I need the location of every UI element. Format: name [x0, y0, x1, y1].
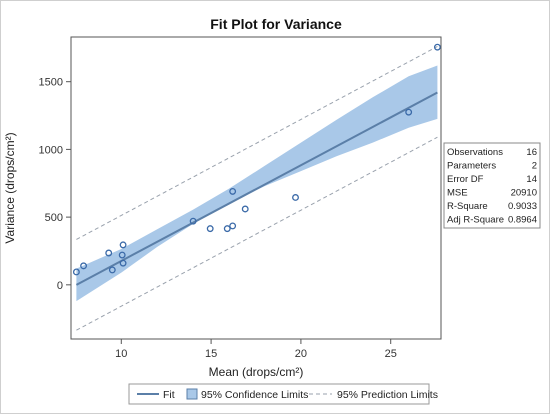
data-point — [80, 262, 88, 270]
stat-label: Observations — [447, 147, 503, 158]
stat-label: Parameters — [447, 161, 496, 172]
x-tick-label: 15 — [205, 348, 217, 360]
y-axis: 0 500 1000 1500 — [39, 77, 71, 292]
stat-label: Adj R-Square — [447, 215, 504, 226]
y-tick-label: 1000 — [39, 144, 63, 156]
stat-value: 0.9033 — [508, 201, 537, 212]
legend-border — [128, 383, 430, 405]
stat-label: MSE — [447, 188, 468, 199]
data-point — [206, 225, 214, 233]
legend-fit-label: Fit — [163, 389, 175, 401]
y-axis-title: Variance (drops/cm²) — [3, 132, 17, 243]
fit-statistics-table: Observations 16 Parameters 2 Error DF 14 MSE 20… — [443, 142, 541, 229]
data-point — [119, 241, 127, 249]
data-point — [229, 187, 237, 195]
data-point — [105, 249, 113, 257]
fit-line — [75, 91, 438, 286]
stat-value: 0.8964 — [508, 215, 537, 226]
confidence-band — [76, 65, 438, 302]
legend-prediction-label: 95% Prediction Limits — [337, 389, 438, 401]
stats-box-border — [443, 142, 541, 229]
data-point — [229, 222, 237, 230]
data-point — [405, 108, 413, 116]
y-tick-label: 500 — [45, 212, 63, 224]
data-point — [223, 225, 231, 233]
stat-value: 20910 — [511, 188, 537, 199]
x-tick-label: 25 — [385, 348, 397, 360]
stat-value: 2 — [532, 161, 537, 172]
x-tick-label: 20 — [295, 348, 307, 360]
legend: Fit 95% Confidence Limits 95% Prediction L… — [128, 383, 438, 405]
x-axis: 10 15 20 25 — [115, 339, 397, 360]
stat-value: 14 — [526, 174, 537, 185]
plot-area — [72, 43, 441, 331]
data-point — [433, 43, 441, 51]
data-point — [119, 259, 127, 267]
legend-confidence-label: 95% Confidence Limits — [201, 389, 308, 401]
x-axis-title: Mean (drops/cm²) — [209, 365, 304, 379]
y-tick-label: 0 — [57, 280, 63, 292]
stat-label: R-Square — [447, 201, 488, 212]
stat-value: 16 — [526, 147, 537, 158]
chart-title: Fit Plot for Variance — [210, 16, 342, 32]
data-point — [241, 205, 249, 213]
data-point — [108, 266, 116, 274]
x-tick-label: 10 — [115, 348, 127, 360]
legend-confidence-swatch — [186, 388, 198, 400]
prediction-limit-upper — [76, 46, 438, 240]
data-point — [72, 268, 80, 276]
stat-label: Error DF — [447, 174, 484, 185]
data-point — [292, 194, 299, 201]
y-tick-label: 1500 — [39, 77, 63, 89]
data-point — [189, 217, 197, 225]
data-point — [118, 251, 126, 259]
plot-border — [70, 36, 442, 340]
prediction-limit-lower — [76, 136, 438, 331]
